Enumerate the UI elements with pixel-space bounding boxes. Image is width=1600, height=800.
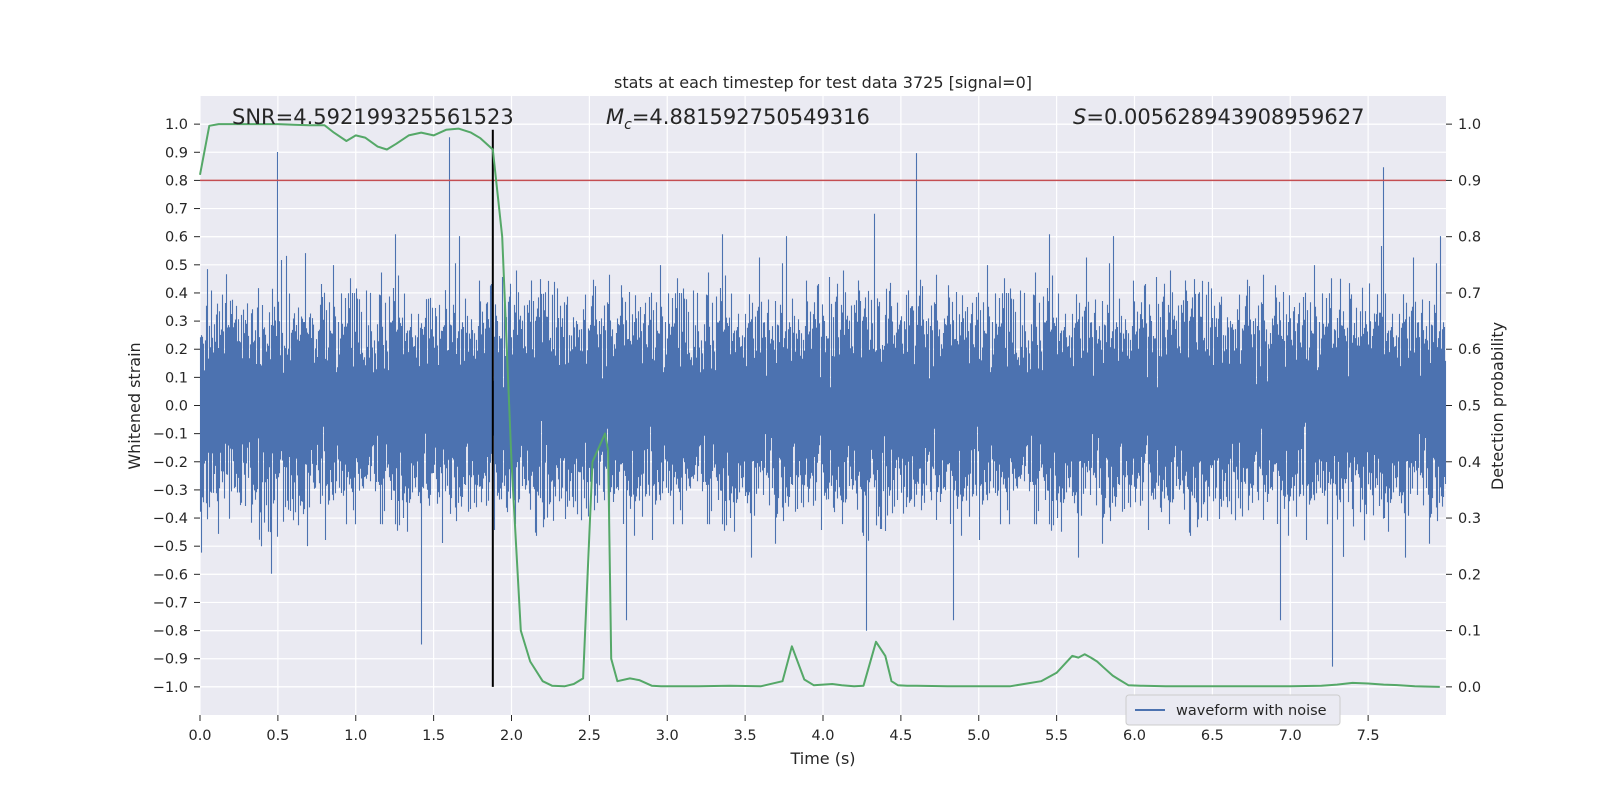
legend-box bbox=[1125, 694, 1341, 726]
y-left-tick-label: 0.4 bbox=[165, 286, 188, 302]
x-tick-label: 4.0 bbox=[811, 728, 834, 744]
y-left-tick-label: −0.6 bbox=[153, 567, 188, 583]
waveform-with-noise-series bbox=[199, 137, 1447, 667]
y-right-tick-label: 0.1 bbox=[1458, 624, 1481, 640]
x-tick-label: 3.5 bbox=[734, 728, 757, 744]
x-tick-label: 7.0 bbox=[1279, 728, 1302, 744]
y-left-tick-label: 0.9 bbox=[165, 145, 188, 161]
axis-ticks: 0.0 0.5 1.0 1.5 2.0 2.5 3.0 3.5 4.0 4.5 5.0 5.5 6.0 6… bbox=[153, 117, 1481, 744]
y-right-tick-label: 0.0 bbox=[1458, 680, 1481, 696]
x-tick-label: 5.5 bbox=[1045, 728, 1068, 744]
x-tick-label: 0.0 bbox=[188, 728, 211, 744]
y-right-tick-label: 0.4 bbox=[1458, 455, 1481, 471]
x-tick-label: 1.0 bbox=[344, 728, 367, 744]
y-left-tick-label: 0.1 bbox=[165, 370, 188, 386]
x-tick-label: 5.0 bbox=[967, 728, 990, 744]
y-left-tick-label: −1.0 bbox=[153, 680, 188, 696]
detection-probability-line bbox=[199, 123, 1440, 688]
x-tick-label: 2.5 bbox=[578, 728, 601, 744]
y-axis-label-right: Detection probability bbox=[1488, 322, 1507, 490]
y-left-tick-label: −0.8 bbox=[153, 624, 188, 640]
reference-lines bbox=[200, 129, 1446, 687]
y-right-tick-label: 0.5 bbox=[1458, 399, 1481, 415]
x-tick-label: 6.0 bbox=[1123, 728, 1146, 744]
x-tick-label: 1.5 bbox=[422, 728, 445, 744]
x-tick-label: 6.5 bbox=[1201, 728, 1224, 744]
s-annotation: S=0.005628943908959627 bbox=[1073, 105, 1364, 129]
y-left-tick-label: 0.5 bbox=[165, 258, 188, 274]
waveform-trace bbox=[199, 137, 1447, 667]
legend: waveform with noise bbox=[1125, 694, 1341, 726]
y-right-tick-label: 0.9 bbox=[1458, 173, 1481, 189]
y-left-tick-label: −0.3 bbox=[153, 483, 188, 499]
x-tick-label: 2.0 bbox=[500, 728, 523, 744]
x-tick-label: 4.5 bbox=[889, 728, 912, 744]
y-right-tick-label: 0.3 bbox=[1458, 511, 1481, 527]
legend-label-waveform: waveform with noise bbox=[1176, 703, 1327, 719]
y-left-tick-label: −0.2 bbox=[153, 455, 188, 471]
y-left-tick-label: −0.4 bbox=[153, 511, 188, 527]
chart-title: stats at each timestep for test data 372… bbox=[614, 73, 1032, 92]
y-left-tick-label: −0.1 bbox=[153, 427, 188, 443]
y-left-tick-label: −0.7 bbox=[153, 595, 188, 611]
y-left-tick-label: 0.3 bbox=[165, 314, 188, 330]
y-left-tick-label: 0.8 bbox=[165, 173, 188, 189]
y-left-tick-label: 0.0 bbox=[165, 399, 188, 415]
y-axis-label-left: Whitened strain bbox=[125, 342, 144, 469]
y-right-tick-label: 0.2 bbox=[1458, 567, 1481, 583]
y-left-tick-label: −0.9 bbox=[153, 652, 188, 668]
y-right-tick-label: 0.6 bbox=[1458, 342, 1481, 358]
y-right-tick-label: 0.8 bbox=[1458, 230, 1481, 246]
y-left-tick-label: 1.0 bbox=[165, 117, 188, 133]
x-axis-label: Time (s) bbox=[789, 749, 855, 768]
y-left-tick-label: 0.7 bbox=[165, 202, 188, 218]
x-tick-label: 0.5 bbox=[266, 728, 289, 744]
y-right-tick-label: 1.0 bbox=[1458, 117, 1481, 133]
y-left-tick-label: −0.5 bbox=[153, 539, 188, 555]
chirp-mass-annotation: Mc=4.881592750549316 bbox=[606, 105, 870, 133]
y-left-tick-label: 0.6 bbox=[165, 230, 188, 246]
detection-probability-series bbox=[199, 123, 1440, 688]
snr-annotation: SNR=4.592199325561523 bbox=[232, 105, 514, 129]
y-right-tick-label: 0.7 bbox=[1458, 286, 1481, 302]
x-tick-label: 7.5 bbox=[1357, 728, 1380, 744]
x-tick-label: 3.0 bbox=[656, 728, 679, 744]
y-left-tick-label: 0.2 bbox=[165, 342, 188, 358]
